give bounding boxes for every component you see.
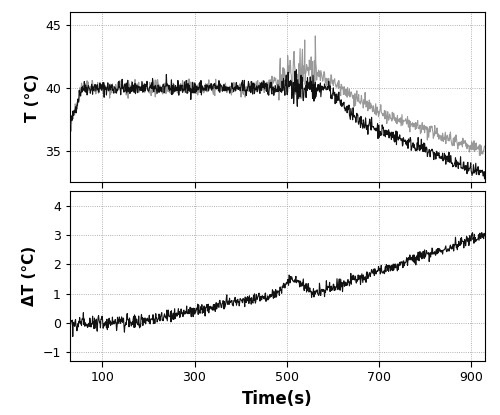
Y-axis label: T (°C): T (°C)	[24, 73, 40, 122]
Y-axis label: ΔT (°C): ΔT (°C)	[22, 246, 37, 306]
X-axis label: Time(s): Time(s)	[242, 390, 313, 408]
